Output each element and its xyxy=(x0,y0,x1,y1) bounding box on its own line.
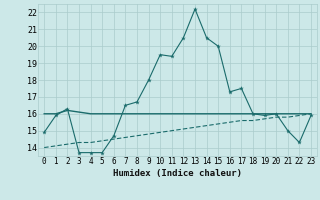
X-axis label: Humidex (Indice chaleur): Humidex (Indice chaleur) xyxy=(113,169,242,178)
